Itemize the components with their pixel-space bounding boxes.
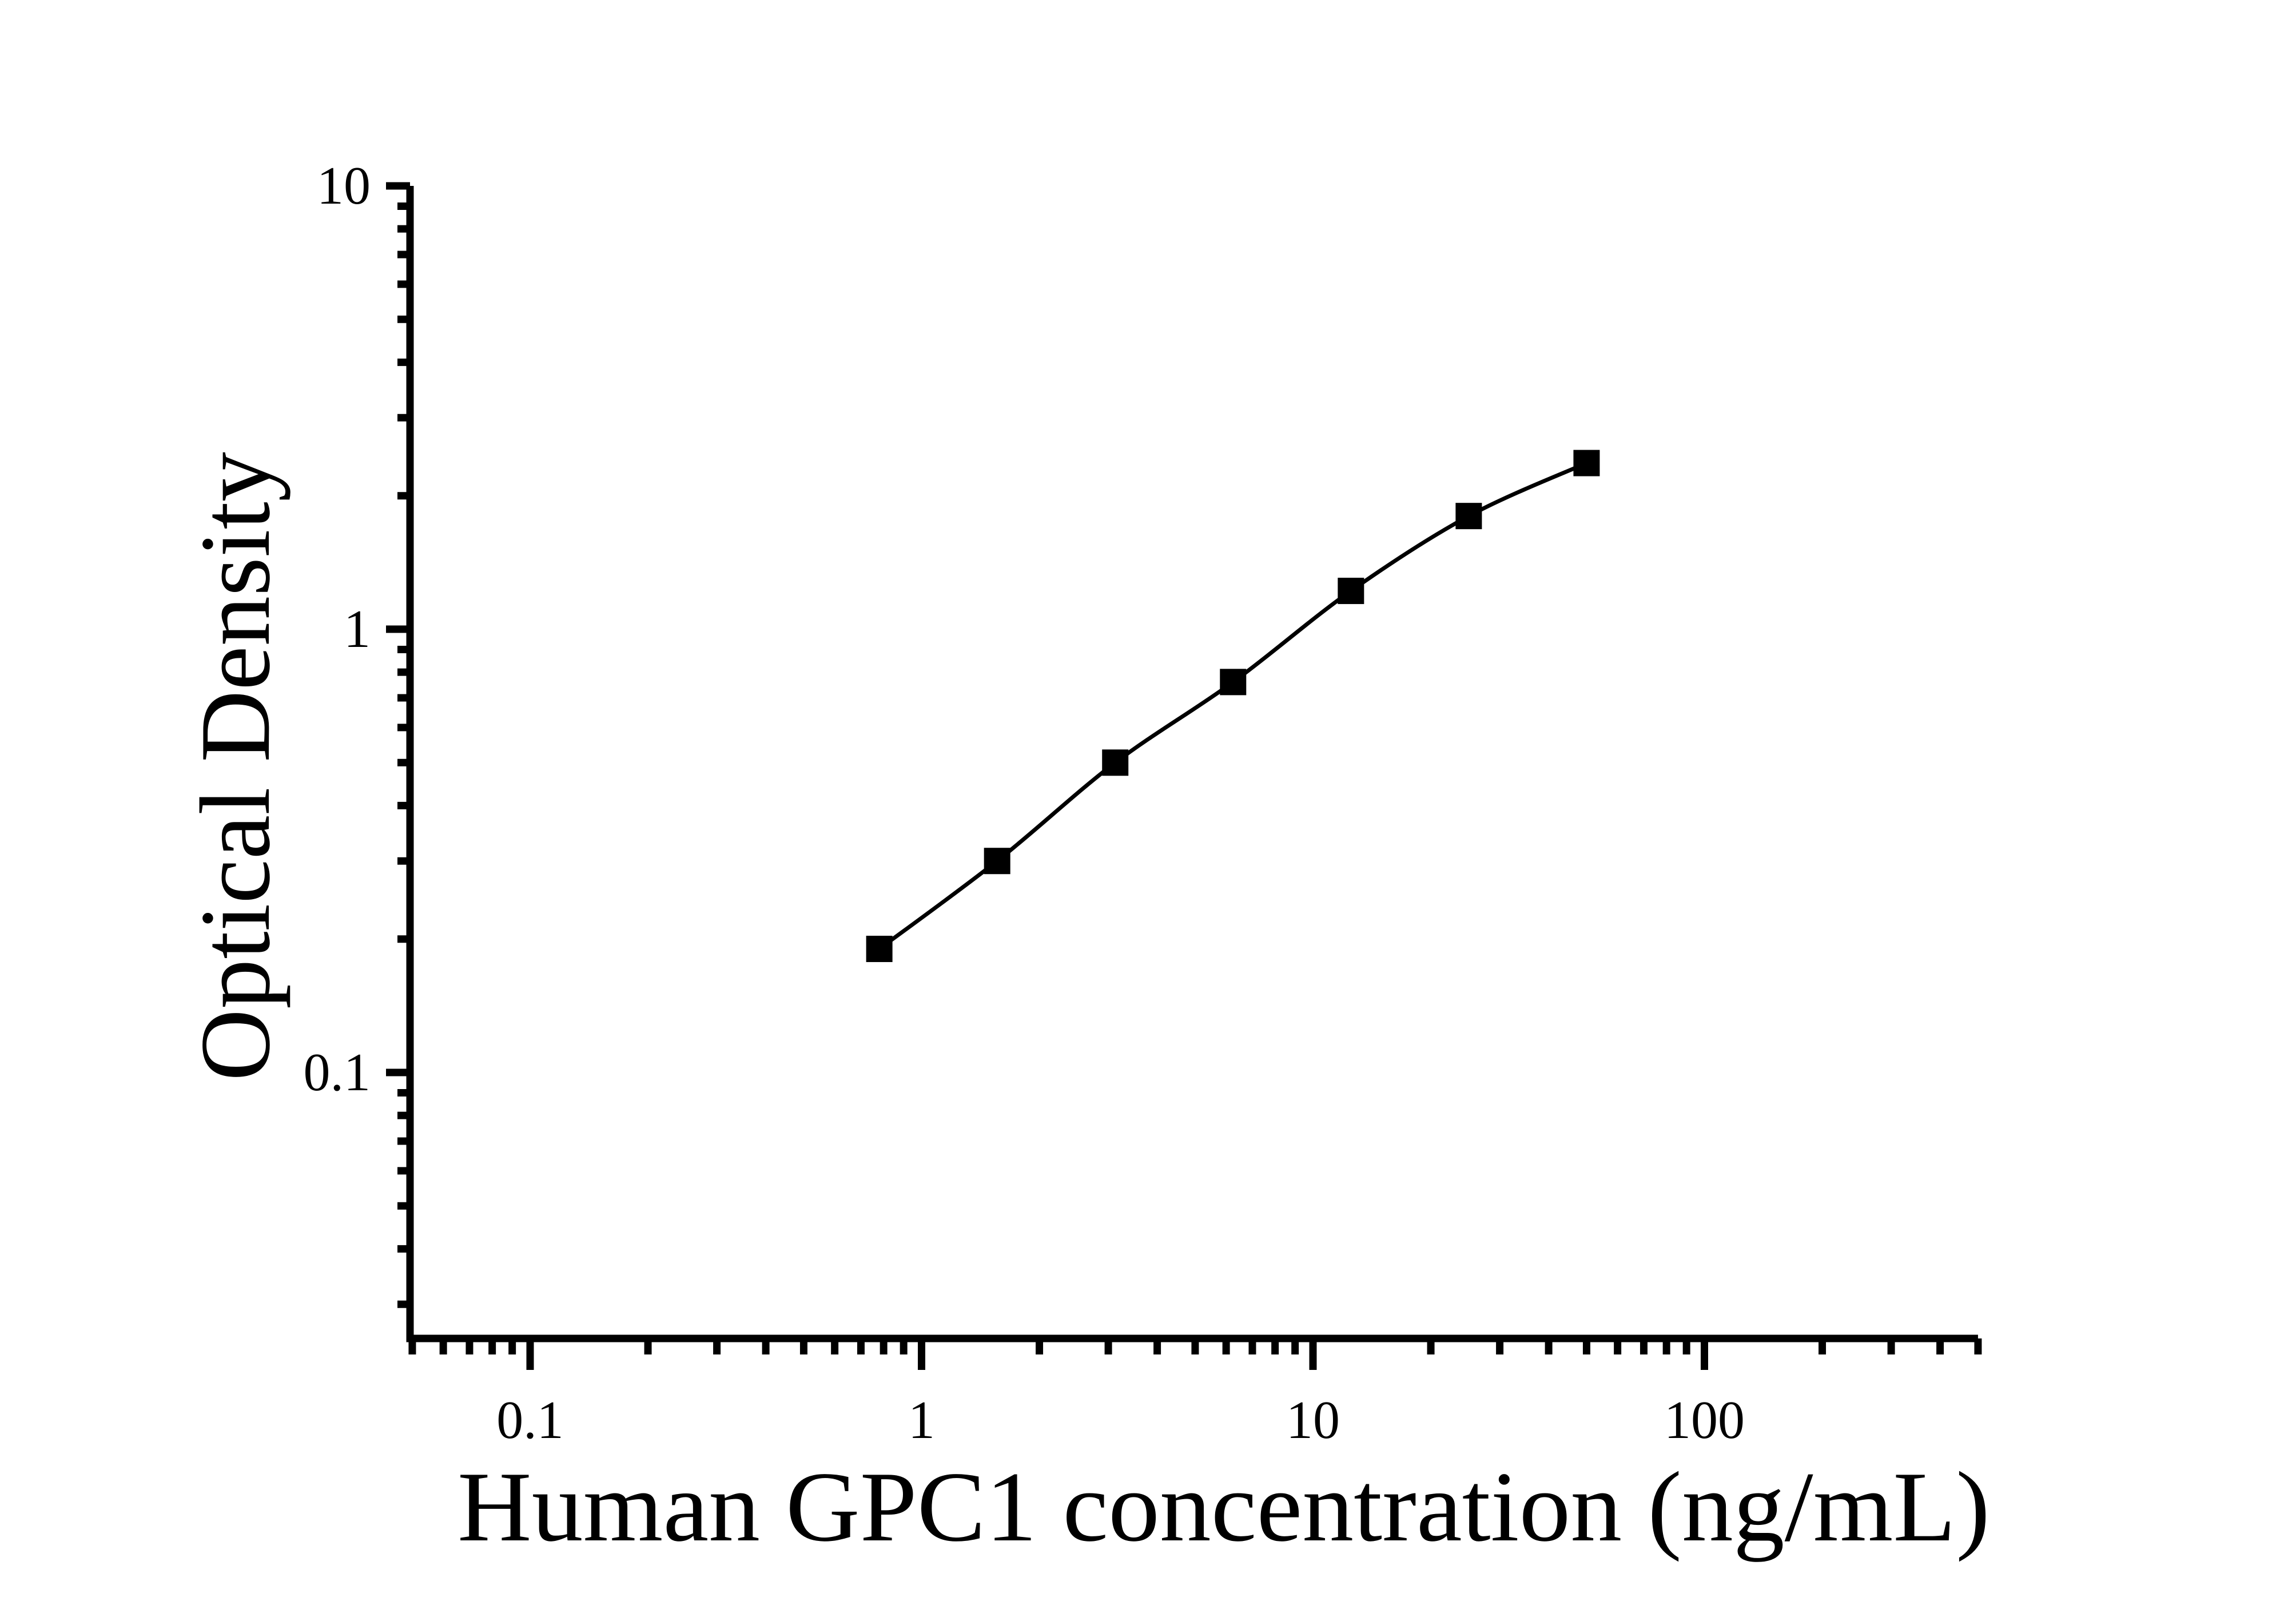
- x-tick-label: 10: [1286, 1391, 1340, 1450]
- x-tick-label: 100: [1664, 1391, 1745, 1450]
- data-point-marker: [1455, 503, 1482, 530]
- data-point-marker: [1102, 749, 1129, 776]
- data-point-marker: [1573, 450, 1600, 476]
- series-layer: [866, 450, 1600, 962]
- y-tick-label: 0.1: [304, 1043, 371, 1102]
- data-point-marker: [1338, 578, 1364, 605]
- tick-labels: 0.1 1 10 100 0.1 1 10: [304, 156, 1745, 1450]
- y-tick-label: 10: [317, 156, 371, 216]
- data-point-marker: [1220, 669, 1247, 696]
- y-tick-label: 1: [344, 599, 371, 659]
- x-tick-label: 1: [908, 1391, 935, 1450]
- standard-curve-line: [878, 461, 1587, 951]
- minor-ticks: [397, 202, 1982, 1354]
- major-ticks: [386, 182, 1708, 1370]
- x-tick-label: 0.1: [496, 1391, 564, 1450]
- data-point-marker: [866, 935, 893, 962]
- axes: [406, 186, 1978, 1342]
- y-axis-title: Optical Density: [180, 452, 291, 1081]
- data-point-marker: [984, 848, 1010, 875]
- x-axis-title: Human GPC1 concentration (ng/mL): [457, 1451, 1990, 1562]
